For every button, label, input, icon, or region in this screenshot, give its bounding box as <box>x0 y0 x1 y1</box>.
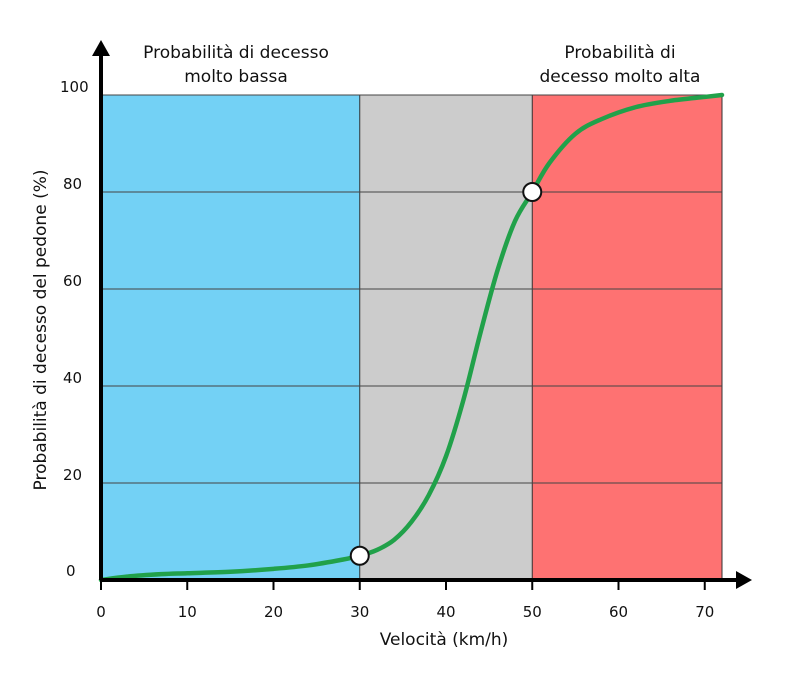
zone-2-label-line-1: decesso molto alta <box>540 67 701 87</box>
y-axis-title: Probabilità di decesso del pedone (%) <box>31 170 51 491</box>
y-tick-label-80: 80 <box>63 175 82 193</box>
zone-2 <box>532 95 722 580</box>
x-tick-label-20: 20 <box>264 603 283 621</box>
marker-point-1 <box>522 182 543 202</box>
zone-0-label-line-0: Probabilità di decesso <box>143 43 329 63</box>
y-tick-label-60: 60 <box>63 272 82 290</box>
zone-0-label-line-1: molto bassa <box>184 67 288 87</box>
x-axis-title: Velocità (km/h) <box>380 630 509 650</box>
grid-layer <box>101 94 722 484</box>
y-axis-arrow <box>92 40 110 56</box>
ticks-layer: 0 10 20 30 40 50 60 70 0 20 40 60 80 100 <box>60 78 714 621</box>
x-tick-label-30: 30 <box>350 603 369 621</box>
x-tick-label-10: 10 <box>178 603 197 621</box>
y-tick-label-20: 20 <box>63 466 82 484</box>
y-tick-label-40: 40 <box>63 369 82 387</box>
zone-1 <box>359 95 533 580</box>
x-tick-label-40: 40 <box>436 603 455 621</box>
x-axis-arrow <box>736 571 752 589</box>
x-tick-label-0: 0 <box>96 603 106 621</box>
x-tick-label-60: 60 <box>609 603 628 621</box>
labels-layer: Velocità (km/h) Probabilità di decesso de… <box>31 43 700 650</box>
series-line <box>98 92 725 583</box>
zone-0 <box>101 95 360 580</box>
zone-2-label-line-0: Probabilità di <box>564 43 675 63</box>
y-tick-label-0: 0 <box>66 562 76 580</box>
marker-point-0 <box>349 545 370 566</box>
zones-layer <box>101 95 723 580</box>
axes-layer <box>92 40 752 589</box>
x-tick-label-70: 70 <box>695 603 714 621</box>
x-tick-label-50: 50 <box>523 603 542 621</box>
y-tick-label-100: 100 <box>60 78 89 96</box>
curve-layer <box>98 92 725 583</box>
